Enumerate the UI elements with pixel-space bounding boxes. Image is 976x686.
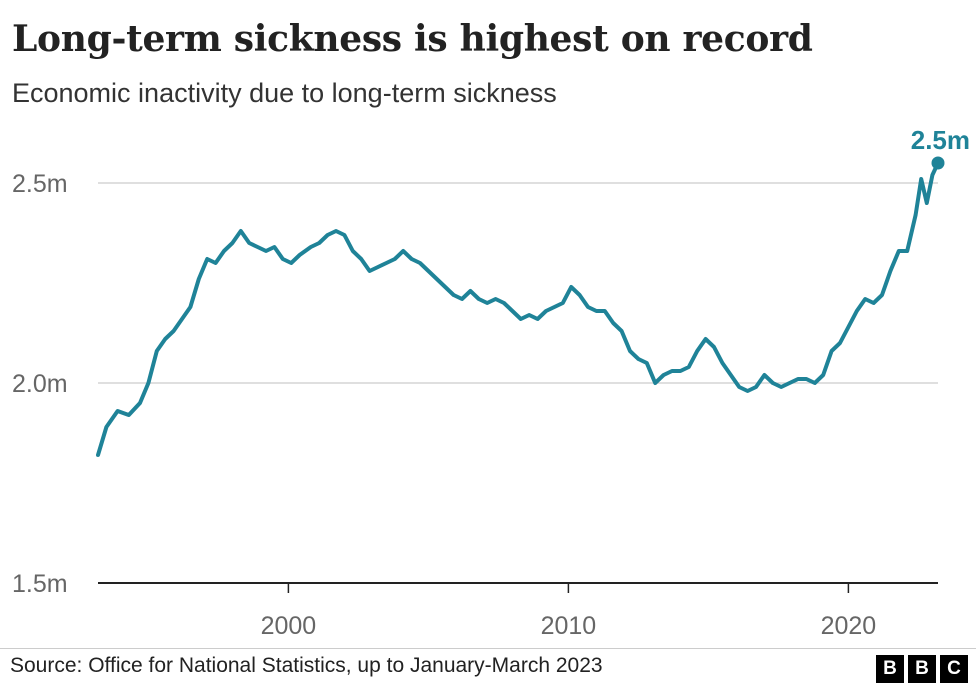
chart-title: Long-term sickness is highest on record	[12, 18, 813, 60]
x-tick-label: 2010	[541, 612, 597, 640]
logo-letter: B	[908, 655, 936, 683]
y-tick-label: 1.5m	[12, 570, 68, 598]
source-note: Source: Office for National Statistics, …	[10, 654, 603, 677]
latest-value-point	[931, 156, 945, 170]
series-line	[96, 161, 940, 457]
bbc-logo: B B C	[876, 655, 968, 683]
line-chart: 2.5m 2.0m 1.5m 2000 2010 2020 2.5m	[12, 125, 970, 640]
y-tick-label: 2.5m	[12, 170, 68, 198]
gridlines	[98, 182, 938, 384]
x-tick-label: 2020	[821, 612, 877, 640]
y-axis-ticks: 2.5m 2.0m 1.5m	[12, 170, 68, 598]
y-tick-label: 2.0m	[12, 370, 68, 398]
x-axis-ticks: 2000 2010 2020	[261, 583, 877, 640]
x-tick-label: 2000	[261, 612, 317, 640]
footer-divider	[0, 648, 976, 649]
logo-letter: B	[876, 655, 904, 683]
latest-value-label: 2.5m	[911, 125, 970, 155]
logo-letter: C	[940, 655, 968, 683]
chart-subtitle: Economic inactivity due to long-term sic…	[12, 78, 557, 108]
